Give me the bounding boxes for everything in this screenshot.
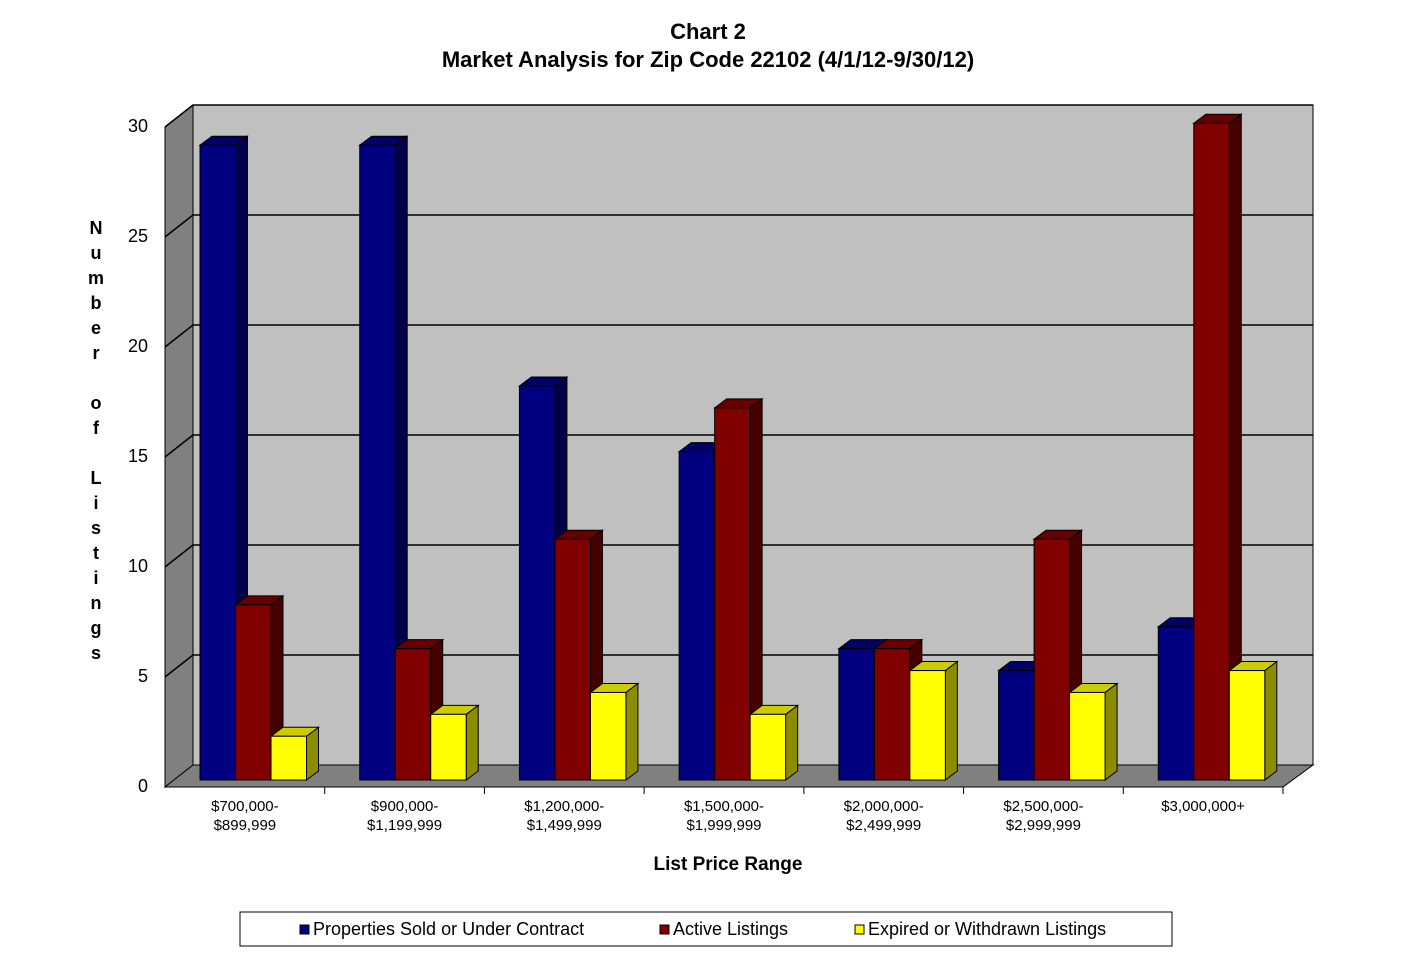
bar-front	[1069, 691, 1106, 781]
bar-side	[1264, 660, 1278, 781]
bar-front	[873, 648, 911, 781]
bar-front	[749, 713, 787, 781]
bar-front	[714, 407, 751, 781]
bar-front	[1193, 122, 1230, 781]
x-tick-label: $900,000-	[371, 798, 439, 815]
y-tick-label: 0	[138, 776, 148, 796]
bar	[908, 660, 959, 781]
bar-front	[909, 670, 946, 781]
legend-box	[239, 911, 1173, 947]
bar	[269, 726, 320, 781]
bar-side	[625, 682, 639, 781]
bar-front	[394, 648, 432, 781]
bar-front	[998, 670, 1035, 781]
bar	[1032, 529, 1084, 781]
y-tick-label: 20	[128, 336, 148, 356]
grid-line	[164, 544, 194, 568]
bar-front	[678, 451, 716, 781]
bar	[588, 682, 640, 781]
legend-swatch	[299, 924, 310, 935]
y-tick-label: 30	[128, 116, 148, 136]
x-tick-label: $1,500,000-	[684, 798, 764, 815]
x-tick-label: $2,499,999	[846, 817, 921, 834]
bar-front	[1228, 670, 1266, 781]
x-tick-label: $1,999,999	[686, 817, 761, 834]
x-tick-label: $2,000,000-	[844, 798, 924, 815]
legend-swatch	[854, 924, 865, 935]
bar	[198, 135, 249, 781]
legend-label: Properties Sold or Under Contract	[313, 919, 584, 939]
grid-line	[164, 324, 194, 348]
bar-side	[785, 704, 799, 781]
bar-side	[1104, 682, 1118, 781]
grid-line	[164, 104, 194, 128]
bar-side	[465, 704, 479, 781]
bar-front	[554, 538, 591, 781]
x-tick-label: $2,999,999	[1006, 817, 1081, 834]
bar-front	[1033, 538, 1071, 781]
bar	[517, 375, 569, 781]
bar	[1227, 660, 1279, 781]
bar-front	[199, 144, 236, 781]
y-tick-label: 5	[138, 666, 148, 686]
chart-title: Chart 2	[670, 19, 746, 44]
grid-line	[164, 434, 194, 458]
y-axis-title: Number of Listings	[86, 218, 106, 668]
y-tick-label: 15	[128, 446, 148, 466]
bar-front	[430, 713, 467, 781]
bar	[358, 135, 409, 781]
bar	[748, 704, 800, 781]
chart-subtitle: Market Analysis for Zip Code 22102 (4/1/…	[442, 47, 974, 72]
x-tick-label: $899,999	[214, 817, 277, 834]
bar	[713, 397, 764, 781]
bar	[1192, 113, 1243, 781]
bar-front	[359, 144, 396, 781]
y-tick-label: 10	[128, 556, 148, 576]
bar	[429, 704, 480, 781]
bar	[1068, 682, 1119, 781]
bar	[553, 529, 604, 781]
bar-front	[235, 604, 272, 781]
x-tick-label: $2,500,000-	[1003, 798, 1083, 815]
x-tick-label: $3,000,000+	[1161, 798, 1245, 815]
grid-line	[164, 654, 194, 678]
bar-front	[270, 735, 307, 781]
x-tick-label: $1,499,999	[527, 817, 602, 834]
grid-line	[164, 214, 194, 238]
x-tick-label: $1,199,999	[367, 817, 442, 834]
x-axis-title: List Price Range	[654, 854, 803, 875]
x-tick-label: $700,000-	[211, 798, 279, 815]
bar-front	[518, 385, 556, 781]
legend-swatch	[659, 924, 670, 935]
bar-front	[1157, 626, 1195, 781]
x-tick-label: $1,200,000-	[524, 798, 604, 815]
bar-side	[944, 660, 958, 781]
y-tick-label: 25	[128, 226, 148, 246]
legend-label: Active Listings	[673, 919, 788, 939]
bar	[997, 660, 1048, 781]
legend-label: Expired or Withdrawn Listings	[868, 919, 1106, 939]
bar-front	[838, 648, 875, 781]
bar-front	[589, 691, 627, 781]
